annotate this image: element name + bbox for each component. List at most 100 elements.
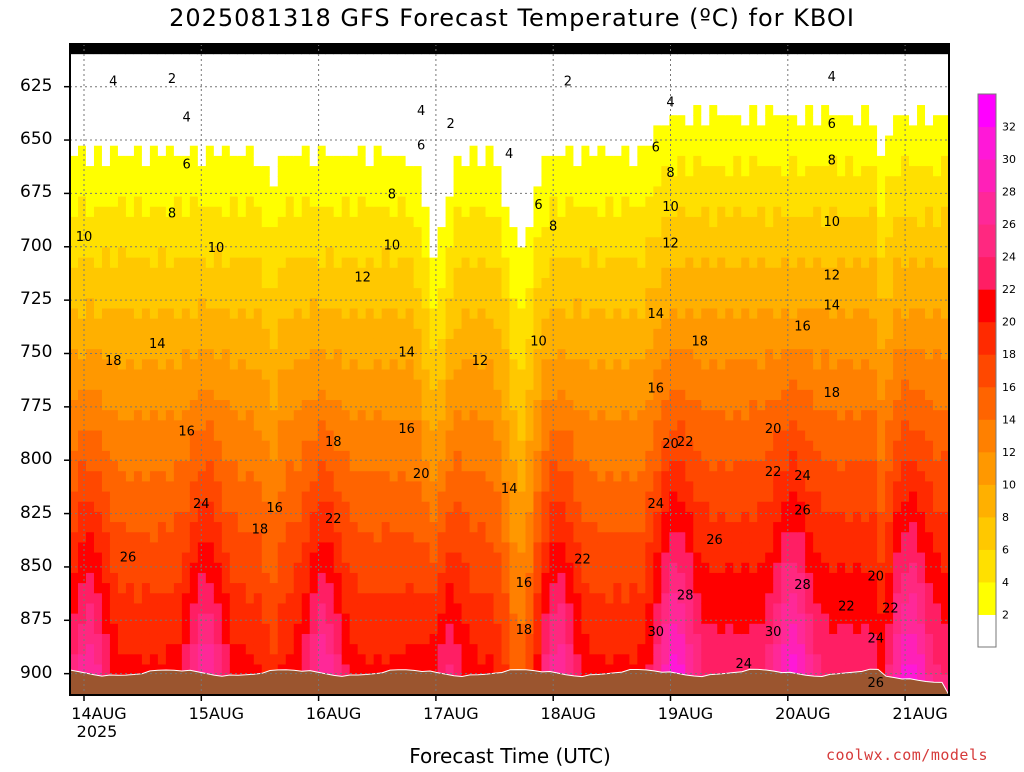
- contour-label: 18: [692, 335, 709, 350]
- colorbar-tick-label: 10: [1002, 478, 1016, 491]
- colorbar-swatch: [978, 517, 996, 550]
- contour-label: 22: [574, 552, 591, 567]
- x-tick-label: 15AUG: [181, 704, 251, 723]
- contour-label: 24: [648, 497, 665, 512]
- y-tick-label: 625: [20, 76, 64, 96]
- x-axis-year: 2025: [62, 722, 132, 741]
- contour-label: 20: [765, 422, 782, 437]
- colorbar-tick-label: 28: [1002, 186, 1016, 199]
- colorbar-swatch: [978, 94, 996, 127]
- colorbar-swatch: [978, 387, 996, 420]
- x-tick-label: 21AUG: [885, 704, 955, 723]
- x-tick-label: 20AUG: [768, 704, 838, 723]
- colorbar-swatch: [978, 484, 996, 517]
- colorbar-swatch: [978, 354, 996, 387]
- colorbar-swatch: [978, 289, 996, 322]
- contour-label: 6: [652, 141, 660, 156]
- contour-label: 6: [828, 117, 836, 132]
- contour-label: 24: [736, 657, 753, 672]
- contour-label: 10: [662, 200, 679, 215]
- contour-label: 24: [794, 469, 811, 484]
- contour-label: 18: [325, 435, 342, 450]
- colorbar-tick-label: 14: [1002, 413, 1016, 426]
- y-tick-label: 650: [20, 129, 64, 149]
- contour-label: 14: [149, 337, 166, 352]
- contour-label: 12: [354, 271, 371, 286]
- site-credit[interactable]: coolwx.com/models: [826, 746, 988, 764]
- colorbar-tick-label: 20: [1002, 316, 1016, 329]
- colorbar-swatch: [978, 614, 996, 647]
- contour-label: 8: [168, 207, 176, 222]
- contour-label: 6: [417, 138, 425, 153]
- contour-label: 4: [417, 104, 425, 119]
- y-tick-label: 850: [20, 556, 64, 576]
- contour-label: 2: [564, 74, 572, 89]
- x-tick-label: 16AUG: [299, 704, 369, 723]
- contour-label: 30: [765, 625, 782, 640]
- contour-label: 8: [666, 166, 674, 181]
- contour-label: 22: [838, 599, 855, 614]
- contour-label: 22: [765, 465, 782, 480]
- contour-label: 16: [794, 320, 811, 335]
- contour-label: 26: [120, 550, 137, 565]
- contour-label: 22: [882, 602, 899, 617]
- contour-label: 8: [549, 219, 557, 234]
- colorbar-swatch: [978, 452, 996, 485]
- contour-label: 18: [105, 354, 122, 369]
- contour-label: 10: [530, 335, 547, 350]
- y-tick-label: 750: [20, 342, 64, 362]
- colorbar-tick-label: 16: [1002, 381, 1016, 394]
- colorbar-tick-label: 22: [1002, 283, 1016, 296]
- colorbar-tick-label: 24: [1002, 251, 1016, 264]
- contour-label: 4: [182, 111, 190, 126]
- contour-label: 10: [824, 215, 841, 230]
- contour-label: 26: [706, 533, 723, 548]
- colorbar-swatch: [978, 127, 996, 160]
- colorbar-tick-label: 18: [1002, 348, 1016, 361]
- y-tick-label: 675: [20, 182, 64, 202]
- y-tick-label: 775: [20, 396, 64, 416]
- colorbar-tick-label: 4: [1002, 576, 1009, 589]
- contour-label: 18: [824, 386, 841, 401]
- contour-label: 8: [388, 187, 396, 202]
- y-tick-label: 900: [20, 663, 64, 683]
- contour-label: 20: [868, 570, 885, 585]
- contour-label: 12: [824, 269, 841, 284]
- contour-label: 12: [662, 237, 679, 252]
- contour-label: 26: [868, 676, 885, 691]
- contour-label: 2: [168, 72, 176, 87]
- colorbar-tick-label: 2: [1002, 609, 1009, 622]
- contour-label: 22: [325, 512, 342, 527]
- colorbar-tick-label: 8: [1002, 511, 1009, 524]
- contour-label: 14: [648, 307, 665, 322]
- contour-label: 22: [677, 435, 694, 450]
- contour-label: 6: [534, 198, 542, 213]
- colorbar-swatch: [978, 159, 996, 192]
- contour-label: 4: [666, 96, 674, 111]
- contour-label: 16: [398, 422, 415, 437]
- contour-label: 16: [648, 382, 665, 397]
- colorbar-tick-label: 6: [1002, 543, 1009, 556]
- contour-label: 16: [516, 576, 533, 591]
- colorbar-swatch: [978, 419, 996, 452]
- contour-label: 4: [828, 70, 836, 85]
- y-tick-label: 700: [20, 236, 64, 256]
- y-tick-label: 875: [20, 609, 64, 629]
- colorbar-swatch: [978, 549, 996, 582]
- x-axis-title: Forecast Time (UTC): [360, 744, 660, 768]
- x-tick-label: 18AUG: [533, 704, 603, 723]
- contour-label: 24: [868, 631, 885, 646]
- contour-label: 12: [472, 354, 489, 369]
- colorbar-swatch: [978, 322, 996, 355]
- x-tick-label: 17AUG: [416, 704, 486, 723]
- x-tick-label: 14AUG: [64, 704, 134, 723]
- colorbar-swatch: [978, 192, 996, 225]
- contour-label: 28: [677, 589, 694, 604]
- contour-label: 30: [648, 625, 665, 640]
- contour-label: 14: [398, 345, 415, 360]
- colorbar-tick-label: 32: [1002, 121, 1016, 134]
- contour-label: 20: [413, 467, 430, 482]
- contour-label: 14: [501, 482, 518, 497]
